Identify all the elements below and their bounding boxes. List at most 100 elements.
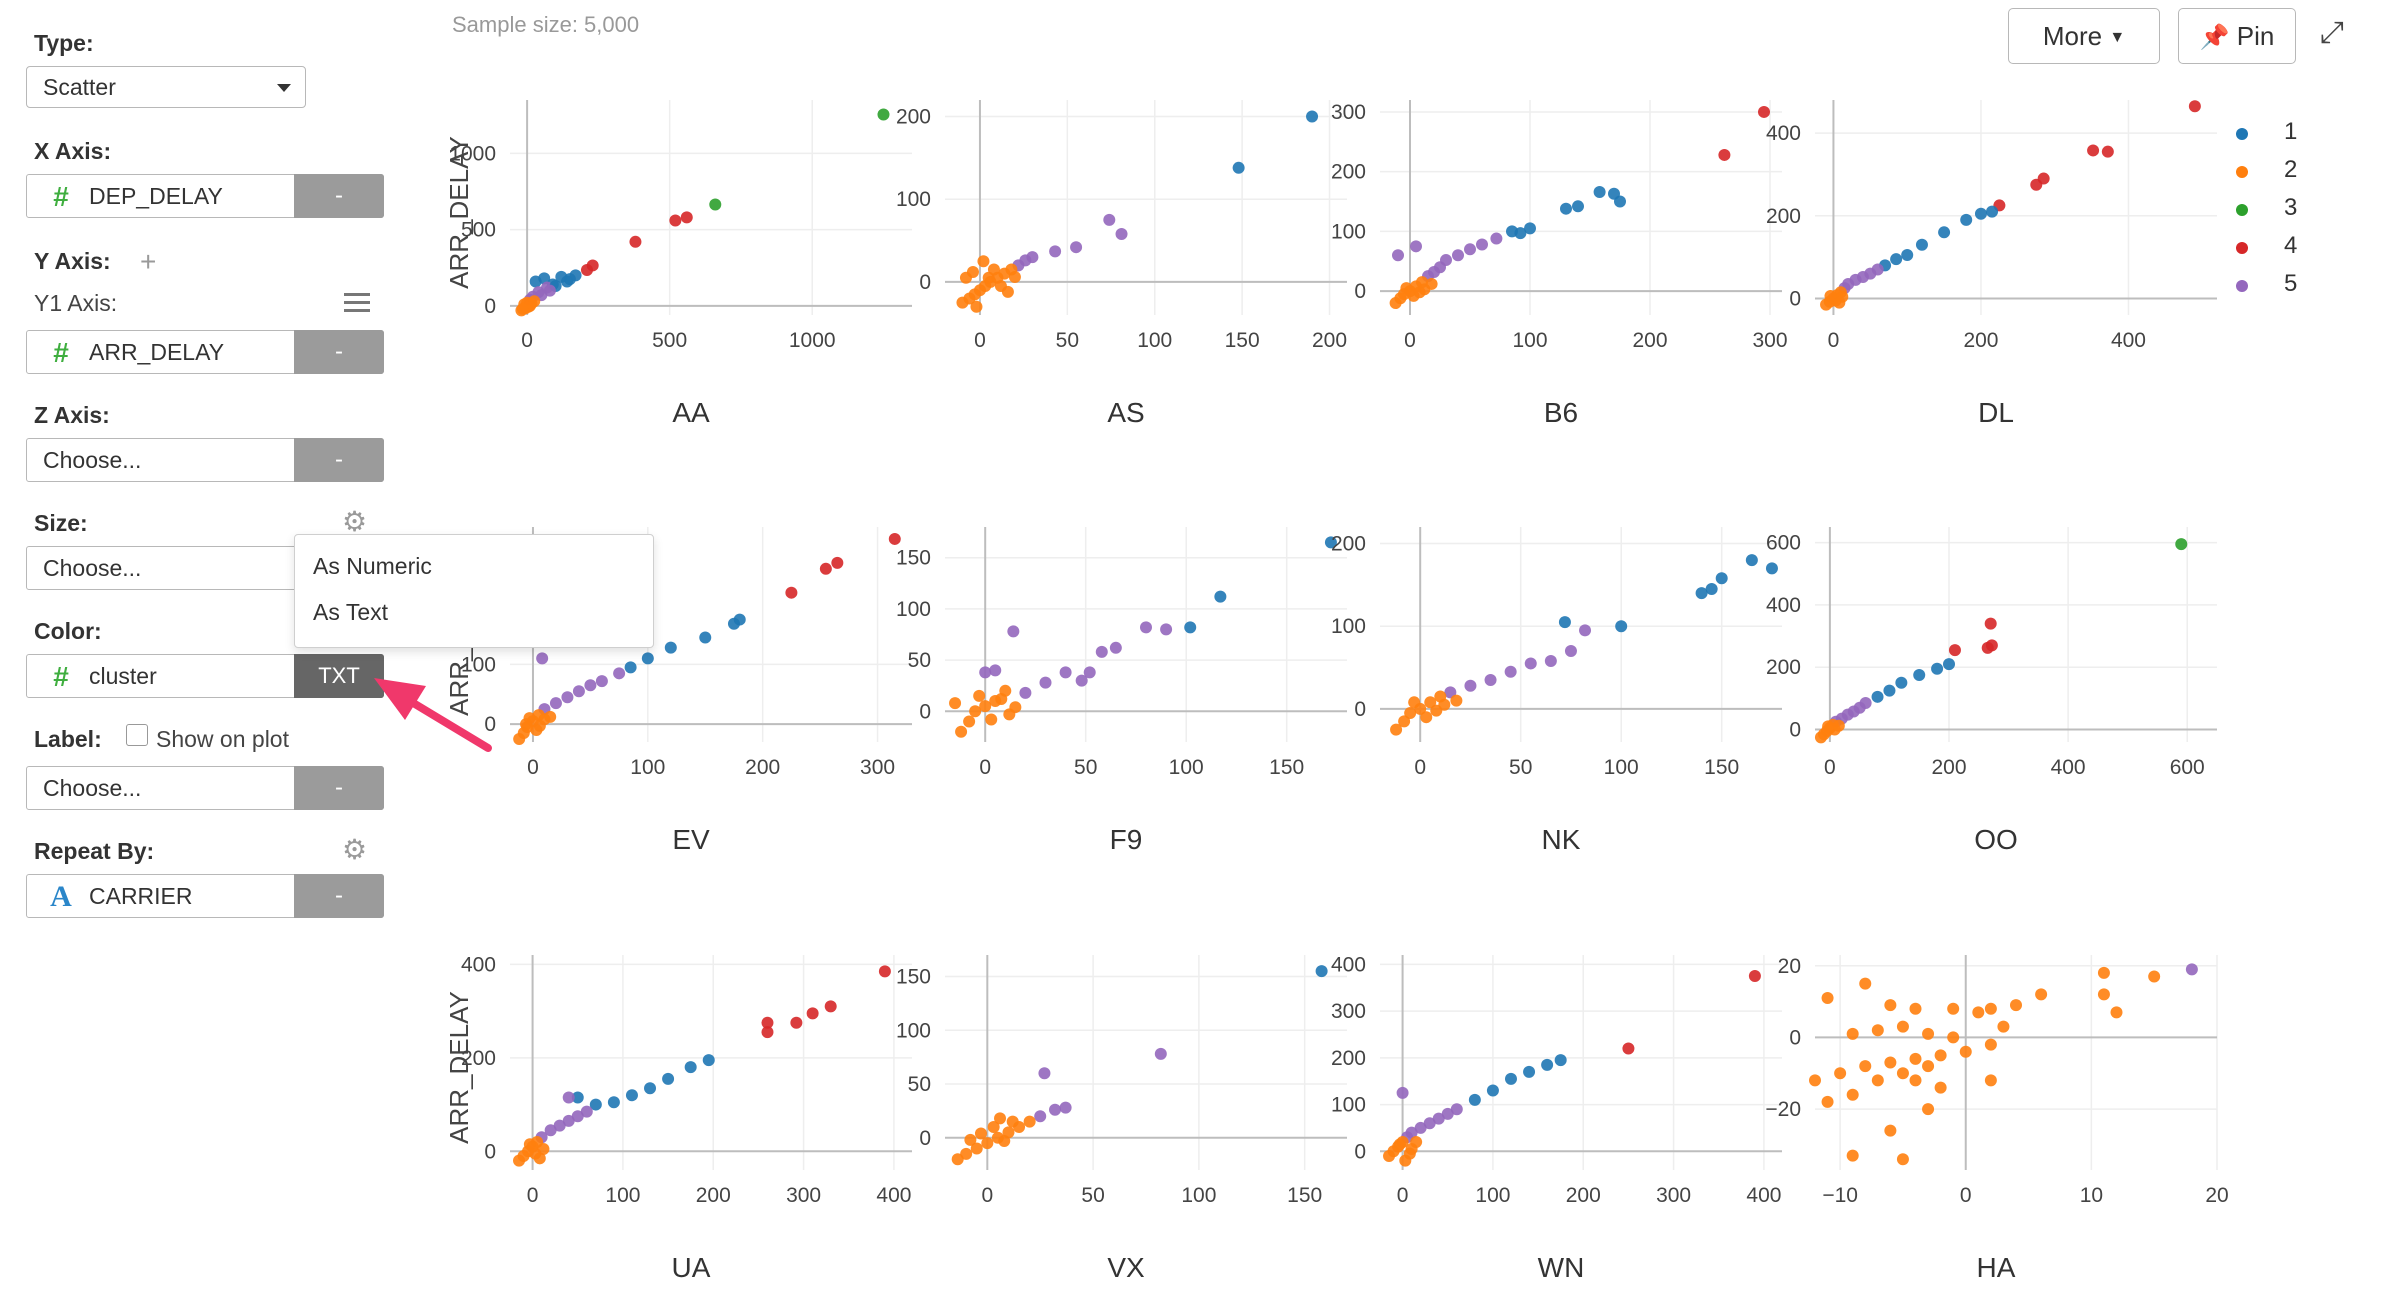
legend-item[interactable]: 5 [2236,270,2297,298]
data-point [1859,1060,1872,1073]
data-point [580,1105,593,1118]
data-point [561,691,574,704]
label-field[interactable]: Choose... - [26,766,384,810]
y-tick-label: 150 [896,966,931,989]
label-label: Label: [34,726,102,752]
gear-icon[interactable]: ⚙ [342,834,368,865]
y-tick-label: 300 [1331,101,1366,124]
data-point [580,264,593,277]
data-point [1450,694,1463,707]
data-point [1423,1117,1436,1130]
data-point [964,1133,977,1146]
y-tick-label: 100 [461,653,496,676]
label-remove-button[interactable]: - [294,766,384,810]
data-point [513,1154,526,1167]
facet-title: NK [1542,824,1581,855]
x-tick-label: −10 [1822,1184,1858,1207]
data-point [549,697,562,710]
data-point [1414,1121,1427,1134]
legend-item[interactable]: 3 [2236,194,2298,222]
data-point [1871,690,1884,703]
show-on-plot-checkbox[interactable] [126,724,148,746]
y-tick-label: 100 [896,1019,931,1042]
data-point [1049,1103,1062,1116]
z-axis-label: Z Axis: [34,402,110,428]
data-point [979,666,992,679]
gear-icon[interactable]: ⚙ [342,506,368,537]
show-on-plot-label[interactable]: Show on plot [156,726,289,752]
data-point [1109,641,1122,654]
data-point [664,641,677,654]
x-tick-label: 10 [2080,1184,2103,1207]
data-point [1883,684,1896,697]
y-tick-label: 0 [1789,1026,1801,1049]
data-point [1814,731,1827,744]
color-type-button[interactable]: TXT [294,654,384,698]
data-point [1464,243,1476,256]
legend-item[interactable]: 1 [2236,118,2297,146]
data-point [629,235,642,248]
z-axis-remove-button[interactable]: - [294,438,384,482]
x-axis-remove-button[interactable]: - [294,174,384,218]
data-point [977,255,990,268]
repeat-by-field[interactable]: A CARRIER - [26,874,384,918]
facet-title: AA [672,397,710,428]
add-y-axis-icon[interactable]: + [140,246,157,277]
x-tick-label: 300 [786,1184,821,1207]
expand-icon[interactable]: ⤢ [2320,16,2344,49]
x-tick-label: 0 [527,756,539,779]
data-point [981,1137,994,1150]
data-point [1006,1115,1019,1128]
data-point [1524,657,1537,670]
y1-axis-remove-button[interactable]: - [294,330,384,374]
legend-marker [2236,128,2248,140]
z-axis-field[interactable]: Choose... - [26,438,384,482]
data-point [1404,707,1417,720]
data-point [1541,1058,1554,1071]
legend-item[interactable]: 2 [2236,156,2297,184]
pin-button[interactable]: 📌 Pin [2178,8,2296,64]
data-point [2110,1006,2123,1019]
data-point [1059,666,1072,679]
more-button[interactable]: More ▼ [2008,8,2160,64]
data-point [1390,723,1403,736]
legend-label: 3 [2284,194,2298,221]
legend-item[interactable]: 4 [2236,232,2297,260]
x-axis-field[interactable]: # DEP_DELAY - [26,174,384,218]
data-point [584,679,597,692]
repeat-by-remove-button[interactable]: - [294,874,384,918]
data-point [1922,1103,1935,1116]
x-tick-label: 50 [1081,1184,1104,1207]
y-tick-label: 0 [1354,280,1366,303]
color-field[interactable]: # cluster TXT [26,654,384,698]
repeat-by-value: CARRIER [89,883,193,909]
x-tick-label: 0 [527,1184,539,1207]
data-point [1972,1006,1985,1019]
chart-type-select[interactable]: Scatter [26,66,306,108]
data-point [1579,624,1592,637]
data-point [1593,185,1606,198]
data-point [1009,701,1022,714]
y1-axis-field[interactable]: # ARR_DELAY - [26,330,384,374]
data-point [1922,1027,1935,1040]
data-point [1909,1002,1922,1015]
data-point [1468,1093,1481,1106]
as-numeric-option[interactable]: As Numeric [313,553,432,579]
data-point [2030,178,2043,191]
data-point [644,1082,657,1095]
data-point [520,718,533,731]
data-point [831,556,844,569]
data-point [1490,232,1503,245]
data-point [989,664,1002,677]
menu-icon[interactable] [344,293,370,313]
data-point [699,631,712,644]
as-text-option[interactable]: As Text [313,599,388,625]
data-point [1718,148,1731,161]
data-point [1523,1065,1536,1078]
data-point [641,652,654,665]
y-tick-label: 200 [1331,533,1366,556]
data-point [2185,963,2198,976]
data-point [1504,665,1517,678]
data-point [1884,1056,1897,1069]
x-tick-label: 150 [1704,756,1739,779]
